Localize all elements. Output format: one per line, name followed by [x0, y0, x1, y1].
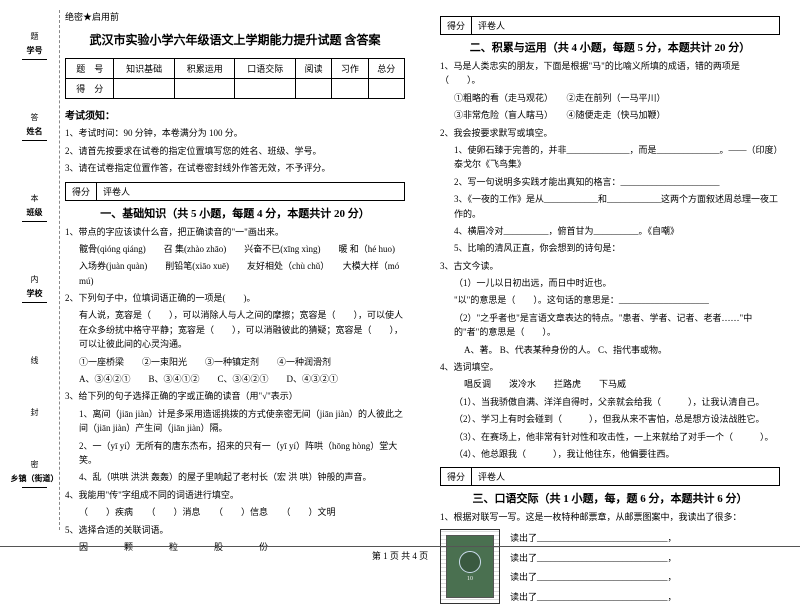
r3-stem: 3、古文今读。: [440, 259, 780, 273]
stamp-image: 10: [440, 529, 500, 604]
section-1-title: 一、基础知识（共 5 小题，每题 4 分，本题共计 20 分）: [65, 205, 405, 221]
sidebar-slot-4: 线: [31, 355, 39, 366]
r1-b: ③非常危险（盲人瞎马） ④随便走走（快马加鞭）: [440, 108, 780, 122]
q2-options: ①一座桥梁 ②一束阳光 ③一种镇定剂 ④一种润滑剂: [65, 355, 405, 369]
sidebar-slot-5: 封: [31, 407, 39, 418]
notice-heading: 考试须知：: [65, 107, 405, 122]
r4-a: （1）、当我骄傲自满、洋洋自得时，父亲就会给我（ ），让我认清自己。: [440, 395, 780, 409]
r5-stem: 1、根据对联写一写。这是一枚特种邮票章，从邮票图案中，我读出了很多：: [440, 510, 780, 524]
q4-stem: 4、乱（哄哄 洪洪 轰轰）的屋子里响起了老村长（宏 洪 哄）钟般的声音。: [65, 470, 405, 484]
r2-stem: 2、我会按要求默写或填空。: [440, 126, 780, 140]
q2-choices: A、③④②① B、③④①② C、③④②① D、④③②①: [65, 372, 405, 386]
q5-l2: 5、选择合适的关联词语。: [65, 523, 405, 537]
section-bar-2: 得分评卷人: [440, 16, 780, 35]
sidebar-slot-1: 答姓名: [22, 112, 47, 152]
right-column: 得分评卷人 二、积累与运用（共 4 小题，每题 5 分，本题共计 20 分） 1…: [435, 10, 785, 548]
q1-line2: 入场券(juàn quàn) 削铅笔(xiāo xuē) 友好相处（chù ch…: [65, 259, 405, 288]
r1-a: ①粗略的看（走马观花） ②走在前列（一马平川）: [440, 91, 780, 105]
binding-sidebar: 题学号 答姓名 本班级 内学校 线 封 密乡镇（街道）: [15, 10, 60, 530]
section-bar-3: 得分评卷人: [440, 467, 780, 486]
notice-2: 2、请首先按要求在试卷的指定位置填写您的姓名、班级、学号。: [65, 145, 405, 159]
sidebar-slot-0: 题学号: [22, 31, 47, 71]
r2-c: 3、《一夜的工作》是从____________和____________这两个方…: [440, 192, 780, 221]
r4-b: （2）、学习上有时会碰到（ ），但我从来不害怕，总是想方设法战胜它。: [440, 412, 780, 426]
q5-l1: （ ）疾病 （ ）消息 （ ）信息 （ ）文明: [65, 505, 405, 519]
q2-body: 有人说，宽容是（ ），可以消除人与人之间的摩擦；宽容是（ ），可以使人在众多纷扰…: [65, 308, 405, 351]
page-footer: 第 1 页 共 4 页: [0, 546, 800, 562]
q5-stem: 4、我能用"传"字组成不同的词语进行填空。: [65, 488, 405, 502]
r3-b: "以"的意思是（ ）。这句话的意思是：____________________: [440, 293, 780, 307]
stamp-price: 10: [467, 576, 473, 582]
q3-stem: 3、给下列的句子选择正确的字或正确的读音（用"√"表示）: [65, 389, 405, 403]
r3-c: （2）"之乎者也"是言语文章表达的特点。"患者、学者、记者、老者……"中的"者"…: [440, 311, 780, 340]
sidebar-slot-6: 密乡镇（街道）: [11, 459, 59, 510]
r1-stem: 1、马是人类忠实的朋友，下面是根据"马"的比喻义所填的成语，错的两项是（ ）。: [440, 59, 780, 88]
q1-stem: 1、带点的字应该读什么音，把正确读音的"一"画出来。: [65, 225, 405, 239]
section-bar-1: 得分评卷人: [65, 182, 405, 201]
q3-b: 2、一（yī yí）无所有的唐东杰布，招来的只有一（yī yí）阵哄（hōng …: [65, 439, 405, 468]
exam-title: 武汉市实验小学六年级语文上学期能力提升试题 含答案: [65, 31, 405, 48]
sidebar-slot-3: 内学校: [22, 274, 47, 314]
r4-h: 唱反调 泼冷水 拦路虎 下马威: [440, 377, 780, 391]
r4-d: （4）、他总跟我（ ），我让他往东，他偏要往西。: [440, 447, 780, 461]
secret-label: 绝密★启用前: [65, 10, 405, 23]
q3-a: 1、离间（jiān jiàn）计是多采用造谣挑拨的方式使亲密无间（jiān ji…: [65, 407, 405, 436]
sidebar-slot-2: 本班级: [22, 193, 47, 233]
q1-line1: 髋骨(qióng qiáng) 召 集(zhào zhāo) 兴奋不已(xīng…: [65, 242, 405, 256]
notice-3: 3、请在试卷指定位置作答，在试卷密封线外作答无效，不予评分。: [65, 162, 405, 176]
r2-d: 4、横眉冷对__________，俯首甘为__________。《自嘲》: [440, 224, 780, 238]
r3-d: A、著。 B、代表某种身份的人。 C、指代事或物。: [440, 343, 780, 357]
left-column: 绝密★启用前 武汉市实验小学六年级语文上学期能力提升试题 含答案 题 号知识基础…: [60, 10, 410, 548]
section-3-title: 三、口语交际（共 1 小题，每，题 6 分，本题共计 6 分）: [440, 490, 780, 506]
r2-a: 1、使卵石臻于完善的，并非______________，而是__________…: [440, 143, 780, 172]
r3-a: （1）一儿以日初出远，而日中时近也。: [440, 276, 780, 290]
score-summary-table: 题 号知识基础积累运用口语交际阅读习作总分 得 分: [65, 58, 405, 99]
r2-b: 2、写一句说明多实践才能出真知的格言：_____________________…: [440, 175, 780, 189]
stamp-answers: 读出了_____________________________， 读出了___…: [510, 529, 677, 608]
r2-e: 5、比喻的清风正直，你会想到的诗句是：: [440, 241, 780, 255]
section-2-title: 二、积累与运用（共 4 小题，每题 5 分，本题共计 20 分）: [440, 39, 780, 55]
r4-c: （3）、在赛场上，他非常有针对性和攻击性，一上来就给了对手一个（ ）。: [440, 430, 780, 444]
notice-1: 1、考试时间：90 分钟，本卷满分为 100 分。: [65, 127, 405, 141]
r4-stem: 4、选词填空。: [440, 360, 780, 374]
q2-stem: 2、下列句子中，位填词语正确的一项是( )。: [65, 291, 405, 305]
